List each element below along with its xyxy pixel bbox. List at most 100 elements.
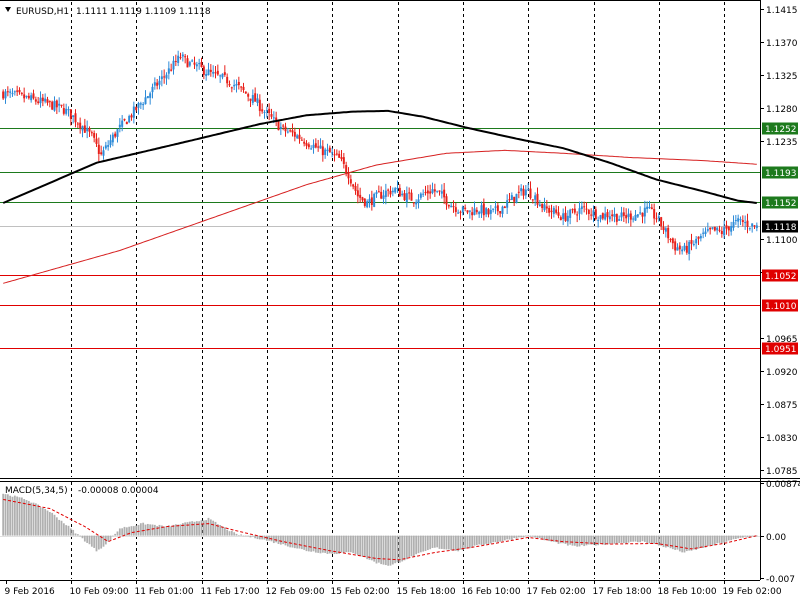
candle-body [419, 193, 422, 198]
macd-histogram-bar [669, 535, 672, 549]
macd-histogram-bar [18, 497, 21, 536]
macd-histogram-bar [130, 526, 133, 536]
key-levels [0, 128, 760, 349]
candle-body [331, 152, 334, 154]
macd-histogram-bar [429, 535, 432, 550]
macd-histogram-bar [191, 521, 194, 536]
macd-histogram-bar [102, 535, 105, 547]
candle-body [713, 226, 716, 231]
candle-body [438, 190, 441, 192]
macd-histogram-bar [566, 535, 569, 546]
candle-body [452, 206, 455, 208]
macd-histogram-bar [90, 535, 93, 547]
macd-histogram-bar [583, 535, 586, 547]
candle-body [6, 91, 9, 93]
candle-body [303, 141, 306, 144]
macd-histogram-bar [711, 535, 714, 546]
macd-histogram-bar [751, 535, 754, 537]
macd-histogram-bar [209, 519, 212, 536]
candle-body [11, 93, 14, 95]
candle-body [636, 214, 639, 217]
candle-body [592, 210, 595, 217]
macd-histogram-bar [375, 535, 378, 564]
macd-histogram-bar [39, 507, 42, 536]
candle-body [709, 227, 712, 230]
candle-body [132, 106, 135, 118]
candle-body [340, 157, 343, 160]
candle-body [732, 221, 735, 228]
macd-histogram-bar [314, 535, 317, 553]
macd-histogram-bar [737, 535, 740, 539]
candle-body [412, 202, 415, 204]
candle-body [669, 239, 672, 241]
candle-body [583, 206, 586, 208]
macd-histogram-bar [216, 524, 219, 536]
candle-body [559, 217, 562, 221]
candle-body [482, 203, 485, 216]
candle-body [632, 218, 635, 220]
macd-histogram-bar [662, 535, 665, 548]
candle-body [142, 104, 145, 106]
candle-body [627, 213, 630, 217]
candle-body [13, 91, 16, 93]
candle-body [508, 199, 511, 201]
macd-histogram-bar [443, 535, 446, 550]
candle-body [242, 86, 245, 91]
candle-body [384, 190, 387, 197]
macd-histogram-bar [65, 525, 68, 536]
candle-body [436, 190, 439, 192]
macd-histogram-bar [321, 535, 324, 553]
macd-histogram-bar [121, 528, 124, 536]
macd-histogram-bar [506, 535, 509, 540]
candle-body [121, 120, 124, 127]
candle-body [650, 207, 653, 210]
candle-body [107, 145, 110, 147]
candle-body [104, 145, 107, 149]
macd-histogram-bar [16, 496, 19, 536]
macd-histogram-bar [562, 535, 565, 544]
macd-histogram-bar [471, 535, 474, 548]
macd-histogram-bar [88, 535, 91, 545]
candle-body [748, 228, 751, 230]
candle-body [594, 209, 597, 220]
candle-body [643, 207, 646, 217]
candle-body [144, 97, 147, 105]
candle-body [671, 238, 674, 244]
macd-histogram-bar [690, 535, 693, 551]
y-tick-label: 1.0965 [766, 335, 798, 345]
candle-body [160, 76, 163, 80]
macd-histogram-bar [44, 508, 47, 536]
candle-body [284, 126, 287, 132]
candle-body [734, 220, 737, 222]
chevron-down-icon[interactable] [5, 7, 11, 12]
macd-histogram-bar [324, 535, 327, 553]
candle-body [130, 115, 133, 118]
macd-histogram-bar [576, 535, 579, 547]
candle-body [333, 154, 336, 156]
macd-histogram-bar [723, 535, 726, 543]
candle-body [685, 245, 688, 253]
candle-body [697, 236, 700, 239]
candle-body [501, 206, 504, 214]
candle-body [184, 56, 187, 58]
macd-histogram-bar [620, 535, 623, 543]
candle-body [188, 62, 191, 66]
candle-body [251, 95, 254, 103]
macd-histogram-bar [172, 524, 175, 536]
macd-histogram-bar [74, 533, 77, 536]
macd-histogram-bar [695, 535, 698, 550]
macd-histogram-bar [394, 535, 397, 564]
macd-histogram-bar [275, 535, 278, 543]
macd-histogram-bar [536, 535, 539, 539]
candle-body [389, 190, 392, 195]
candle-body [167, 68, 170, 74]
candle-body [755, 225, 758, 229]
candle-body [93, 133, 96, 138]
candle-body [625, 215, 628, 219]
candle-body [198, 63, 201, 65]
macd-histogram-bar [389, 535, 392, 566]
macd-histogram-bar [328, 535, 331, 554]
macd-histogram-bar [741, 535, 744, 538]
macd-histogram-bar [440, 535, 443, 549]
